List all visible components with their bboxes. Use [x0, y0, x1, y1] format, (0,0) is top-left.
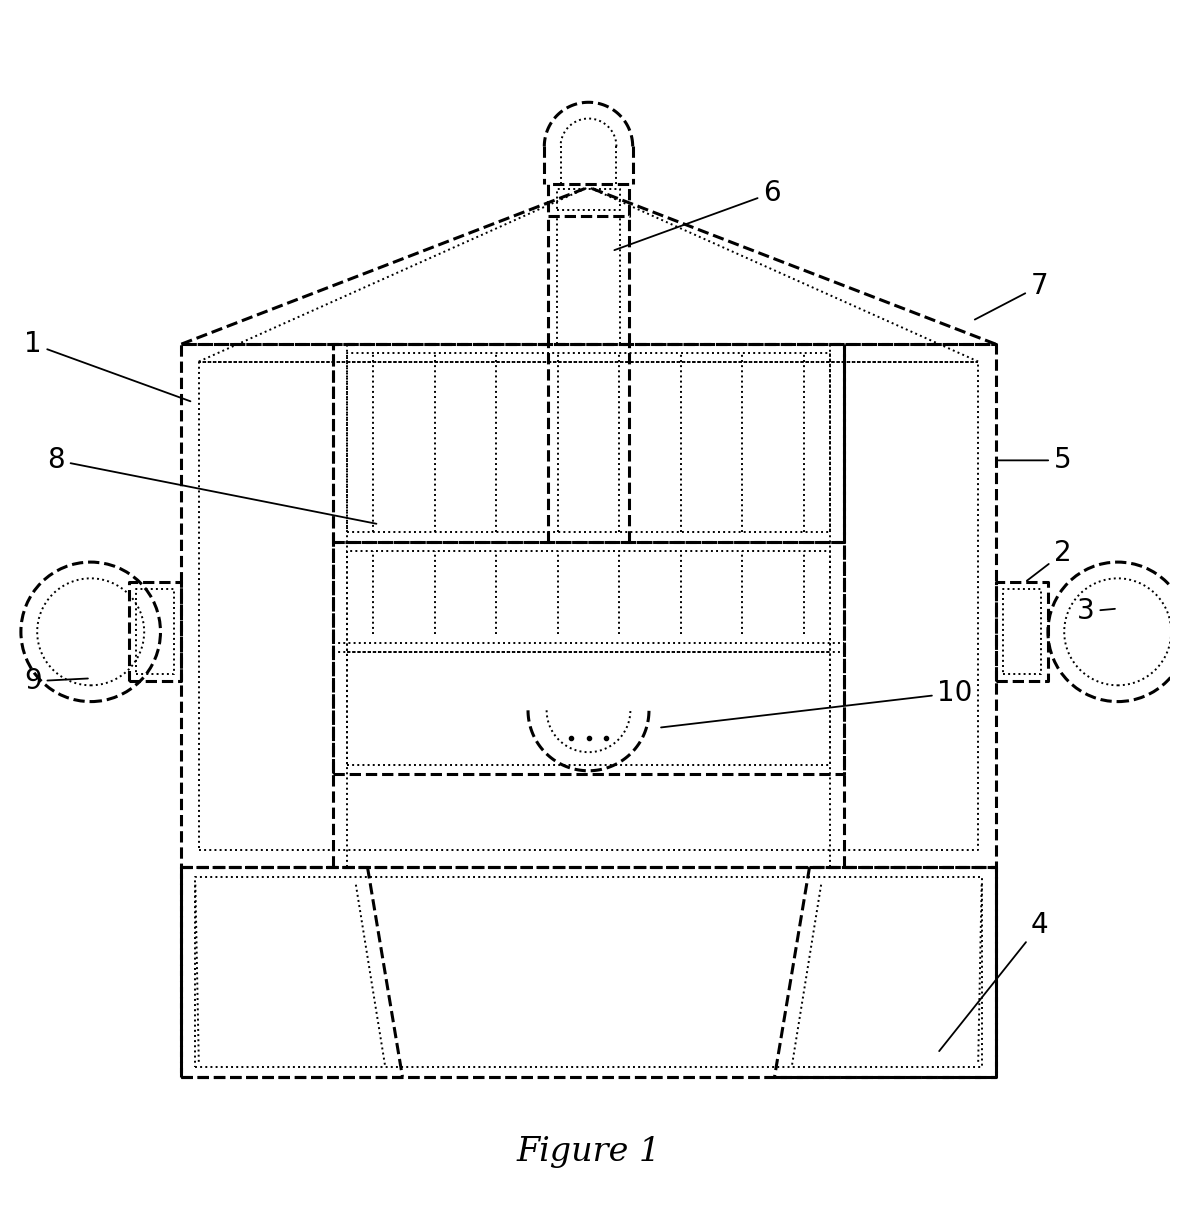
Text: Figure 1: Figure 1: [517, 1136, 660, 1168]
Text: 4: 4: [939, 911, 1048, 1051]
Text: 1: 1: [25, 330, 191, 401]
Text: 5: 5: [998, 446, 1071, 475]
Text: 3: 3: [1077, 598, 1115, 625]
Text: 10: 10: [661, 679, 973, 728]
Text: 6: 6: [614, 179, 780, 251]
Text: 8: 8: [47, 446, 377, 523]
Text: 9: 9: [24, 668, 88, 695]
Text: 7: 7: [975, 272, 1048, 319]
Text: 2: 2: [1026, 539, 1071, 581]
